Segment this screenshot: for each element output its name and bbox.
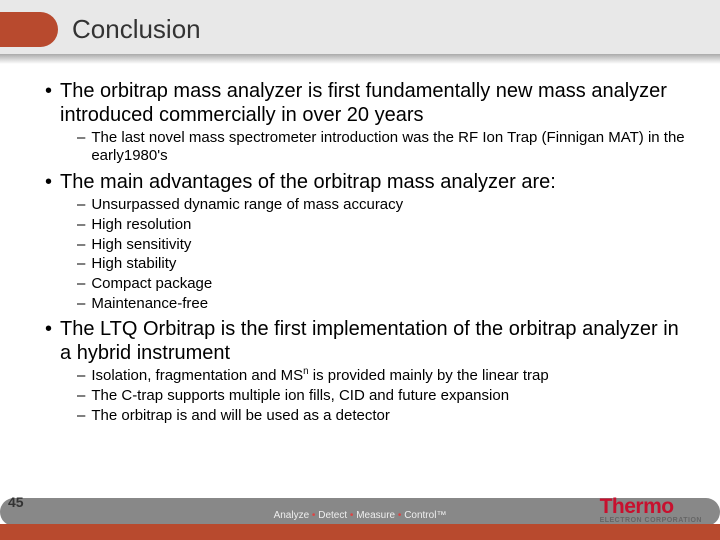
bullet-1: The orbitrap mass analyzer is first fund… — [45, 80, 695, 127]
bullet-2: The main advantages of the orbitrap mass… — [45, 171, 695, 195]
footer-red-bar — [0, 524, 720, 540]
content-area: The orbitrap mass analyzer is first fund… — [45, 74, 695, 480]
subbullet-3-text: High resolution — [91, 216, 191, 234]
slide-title: Conclusion — [72, 14, 201, 45]
subbullet-5-text: High stability — [91, 255, 176, 273]
subbullet-5: High stability — [77, 255, 695, 273]
logo-name: Thermo — [600, 498, 702, 517]
bullet-3-text: The LTQ Orbitrap is the first implementa… — [60, 318, 695, 365]
subbullet-10: The orbitrap is and will be used as a de… — [77, 407, 695, 425]
bullet-2-text: The main advantages of the orbitrap mass… — [60, 171, 556, 195]
subbullet-2-text: Unsurpassed dynamic range of mass accura… — [91, 196, 403, 214]
subbullet-3: High resolution — [77, 216, 695, 234]
thermo-logo: Thermo ELECTRON CORPORATION — [600, 498, 702, 524]
subbullet-9: The C-trap supports multiple ion fills, … — [77, 387, 695, 405]
bullet-1-text: The orbitrap mass analyzer is first fund… — [60, 80, 695, 127]
page-number: 45 — [8, 494, 24, 510]
subbullet-7: Maintenance-free — [77, 295, 695, 313]
subbullet-10-text: The orbitrap is and will be used as a de… — [91, 407, 390, 425]
subbullet-9-text: The C-trap supports multiple ion fills, … — [91, 387, 509, 405]
subbullet-1-text: The last novel mass spectrometer introdu… — [91, 129, 695, 164]
subbullet-4: High sensitivity — [77, 236, 695, 254]
subbullet-1: The last novel mass spectrometer introdu… — [77, 129, 695, 164]
logo-subtitle: ELECTRON CORPORATION — [600, 517, 702, 524]
subbullet-4-text: High sensitivity — [91, 236, 191, 254]
subbullet-8-text: Isolation, fragmentation and MSn is prov… — [91, 367, 548, 385]
subbullet-6-text: Compact package — [91, 275, 212, 293]
subbullet-2: Unsurpassed dynamic range of mass accura… — [77, 196, 695, 214]
subbullet-6: Compact package — [77, 275, 695, 293]
subbullet-8: Isolation, fragmentation and MSn is prov… — [77, 367, 695, 385]
bullet-3: The LTQ Orbitrap is the first implementa… — [45, 318, 695, 365]
subbullet-7-text: Maintenance-free — [91, 295, 208, 313]
footer: 45 Analyze • Detect • Measure • Control™… — [0, 492, 720, 540]
header-accent — [0, 12, 58, 47]
tagline: Analyze • Detect • Measure • Control™ — [274, 510, 447, 521]
